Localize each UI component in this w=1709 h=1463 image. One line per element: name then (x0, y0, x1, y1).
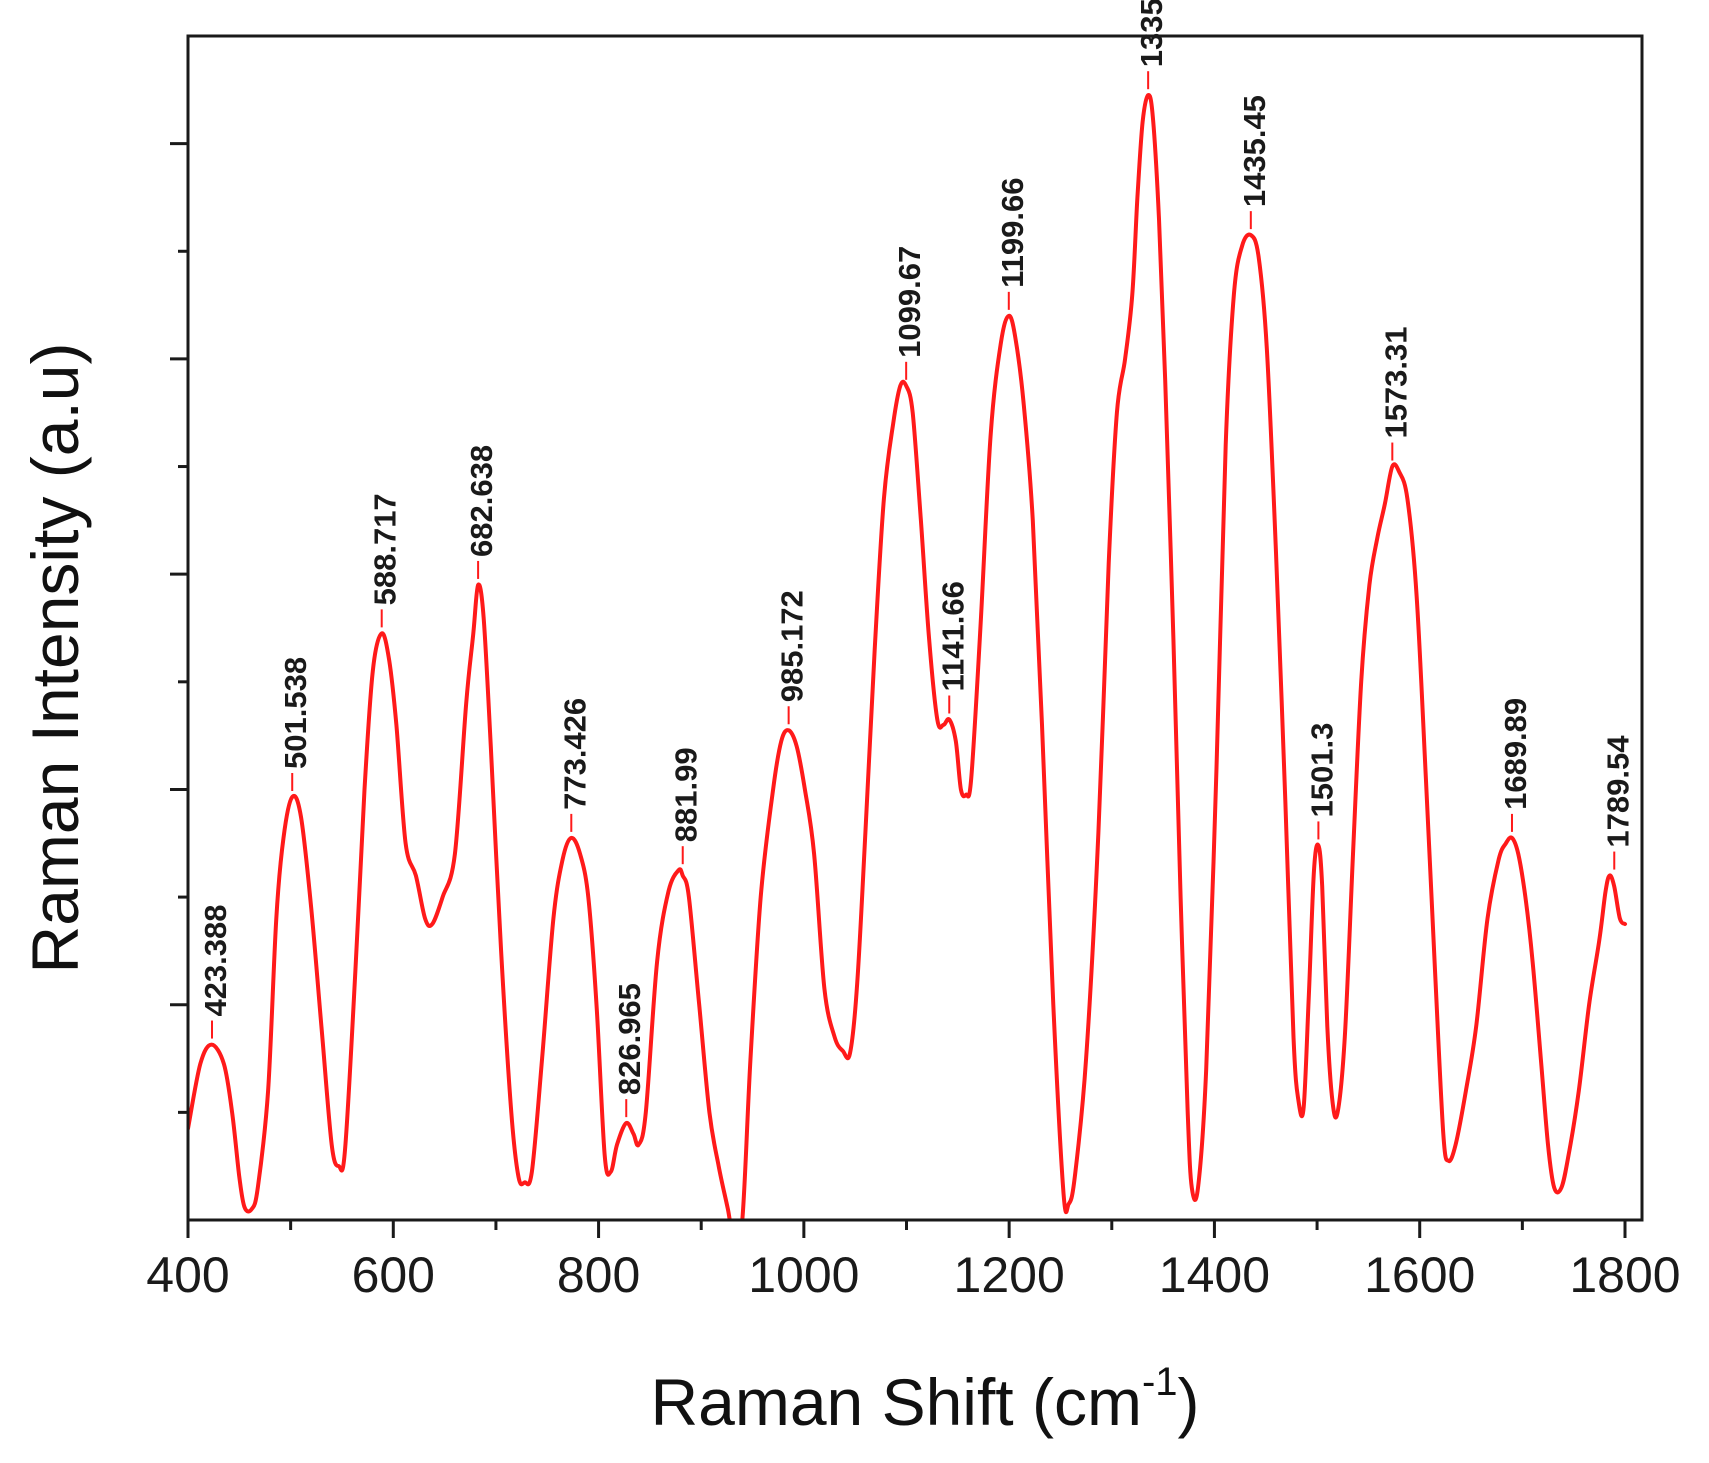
x-tick-label: 400 (146, 1247, 229, 1303)
peak-label: 826.965 (612, 983, 647, 1095)
peak-label: 423.388 (198, 904, 233, 1016)
x-tick-label: 600 (352, 1247, 435, 1303)
peak-markers (211, 71, 1616, 1118)
x-tick-label: 1600 (1364, 1247, 1475, 1303)
x-tick-label: 1400 (1159, 1247, 1270, 1303)
peak-label: 1435.45 (1237, 95, 1272, 207)
peak-label: 881.99 (669, 747, 704, 842)
peak-label: 1141.66 (935, 581, 970, 691)
peak-label: 588.717 (368, 493, 403, 605)
x-tick-label: 800 (557, 1247, 640, 1303)
peak-label: 1789.54 (1600, 735, 1635, 848)
peak-label: 1501.3 (1304, 723, 1339, 818)
x-axis-title-main: Raman Shift (cm (650, 1365, 1141, 1439)
raman-spectrum-line (188, 93, 1627, 1220)
plot-frame (186, 34, 1644, 1222)
x-axis-title-close: ) (1178, 1365, 1200, 1439)
x-tick-labels: 400 600 800 1000 1200 1400 1600 1800 (146, 1247, 1680, 1303)
x-axis-title: Raman Shift (cm-1) (650, 1360, 1199, 1439)
peak-labels: 423.388 501.538 588.717 682.638 773.426 826.9… (198, 0, 1635, 1095)
peak-label: 1199.66 (995, 177, 1030, 287)
peak-label: 501.538 (278, 657, 313, 769)
y-axis-ticks (170, 142, 188, 1114)
peak-label: 1573.31 (1378, 326, 1413, 438)
y-axis-title: Raman Intensity (a.u) (18, 343, 92, 974)
x-tick-label: 1000 (748, 1247, 859, 1303)
x-tick-label: 1200 (954, 1247, 1065, 1303)
x-axis-title-superscript: -1 (1142, 1360, 1178, 1404)
peak-label: 985.172 (775, 590, 810, 702)
peak-label: 1099.67 (892, 246, 927, 358)
peak-label: 682.638 (464, 445, 499, 557)
peak-label: 1689.89 (1498, 698, 1533, 810)
x-tick-label: 1800 (1569, 1247, 1680, 1303)
peak-label: 773.426 (557, 698, 592, 810)
peak-label: 1335.42 (1134, 0, 1169, 67)
x-axis-ticks (186, 1220, 1627, 1238)
